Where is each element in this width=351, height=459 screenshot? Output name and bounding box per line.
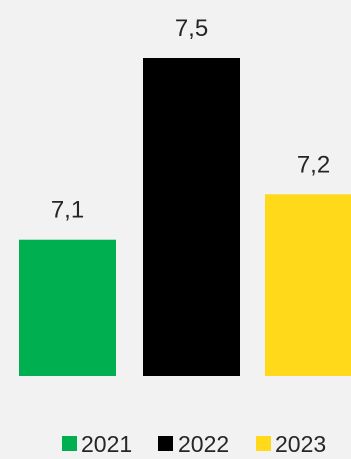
data-label-2022: 7,5 [175,15,208,42]
data-label-2021: 7,1 [51,197,84,224]
bar-2023 [265,194,351,376]
plot-area: 7,1 7,5 7,2 [19,15,351,376]
legend-label-2022: 2022 [178,431,229,457]
legend: 2021 2022 2023 [62,431,326,457]
legend-swatch-2023 [256,436,271,451]
legend-swatch-2021 [62,436,77,451]
legend-label-2021: 2021 [81,431,132,457]
legend-swatch-2022 [158,436,173,451]
legend-label-2023: 2023 [275,431,326,457]
bar-2021 [19,239,116,376]
data-label-2023: 7,2 [297,151,330,178]
bar-2022 [143,58,240,376]
